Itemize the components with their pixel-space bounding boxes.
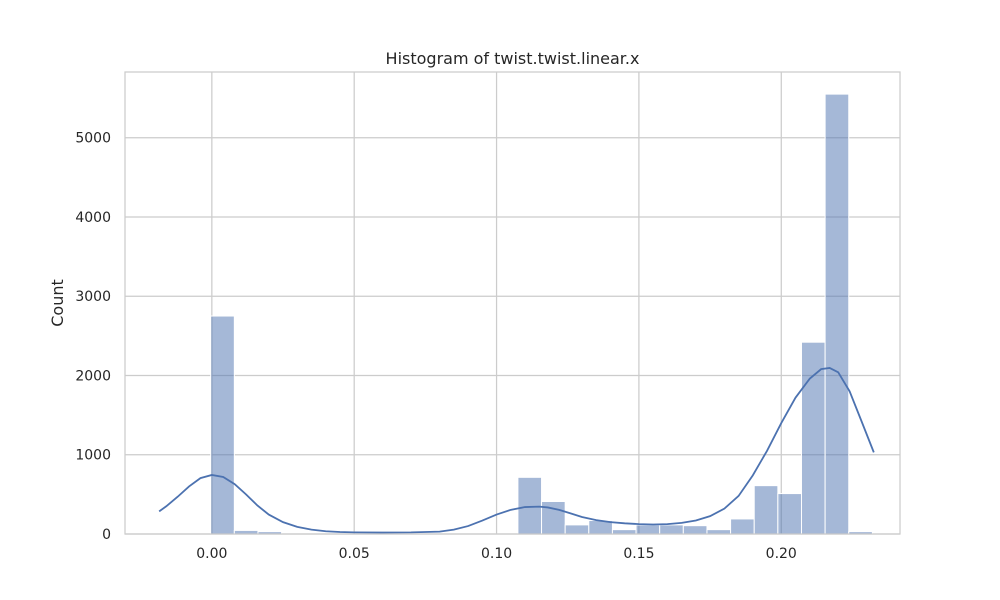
histogram-bar xyxy=(800,341,826,535)
y-axis-label: Count xyxy=(48,279,67,327)
histogram-bar xyxy=(611,529,637,535)
y-tick-label: 4000 xyxy=(75,210,111,226)
y-axis-ticks: 0 1000 2000 3000 4000 5000 xyxy=(75,131,111,543)
histogram-bar xyxy=(210,315,235,535)
histogram-bar xyxy=(777,493,802,535)
y-tick-label: 2000 xyxy=(75,368,111,384)
y-tick-label: 1000 xyxy=(75,448,111,464)
histogram-bar xyxy=(730,518,755,535)
x-tick-label: 0.20 xyxy=(766,546,797,562)
chart-title: Histogram of twist.twist.linear.x xyxy=(386,49,640,68)
histogram-bar xyxy=(824,93,850,535)
x-axis-ticks: 0.00 0.05 0.10 0.15 0.20 xyxy=(196,546,797,562)
histogram-bar xyxy=(635,524,661,535)
histogram-bar xyxy=(753,485,779,535)
y-tick-label: 3000 xyxy=(75,289,111,305)
histogram-bar xyxy=(659,524,684,535)
grid-layer xyxy=(125,72,900,535)
x-tick-label: 0.00 xyxy=(196,546,227,562)
y-tick-label: 0 xyxy=(102,527,111,543)
histogram-bar xyxy=(682,525,708,535)
histogram-bar xyxy=(517,476,543,535)
histogram-bar xyxy=(564,524,590,535)
x-tick-label: 0.05 xyxy=(339,546,370,562)
x-tick-label: 0.15 xyxy=(623,546,654,562)
x-tick-label: 0.10 xyxy=(481,546,512,562)
histogram-bar xyxy=(706,529,732,535)
y-tick-label: 5000 xyxy=(75,131,111,147)
plot-frame xyxy=(124,71,901,535)
bars-layer xyxy=(210,93,873,535)
kde-line xyxy=(158,367,875,534)
